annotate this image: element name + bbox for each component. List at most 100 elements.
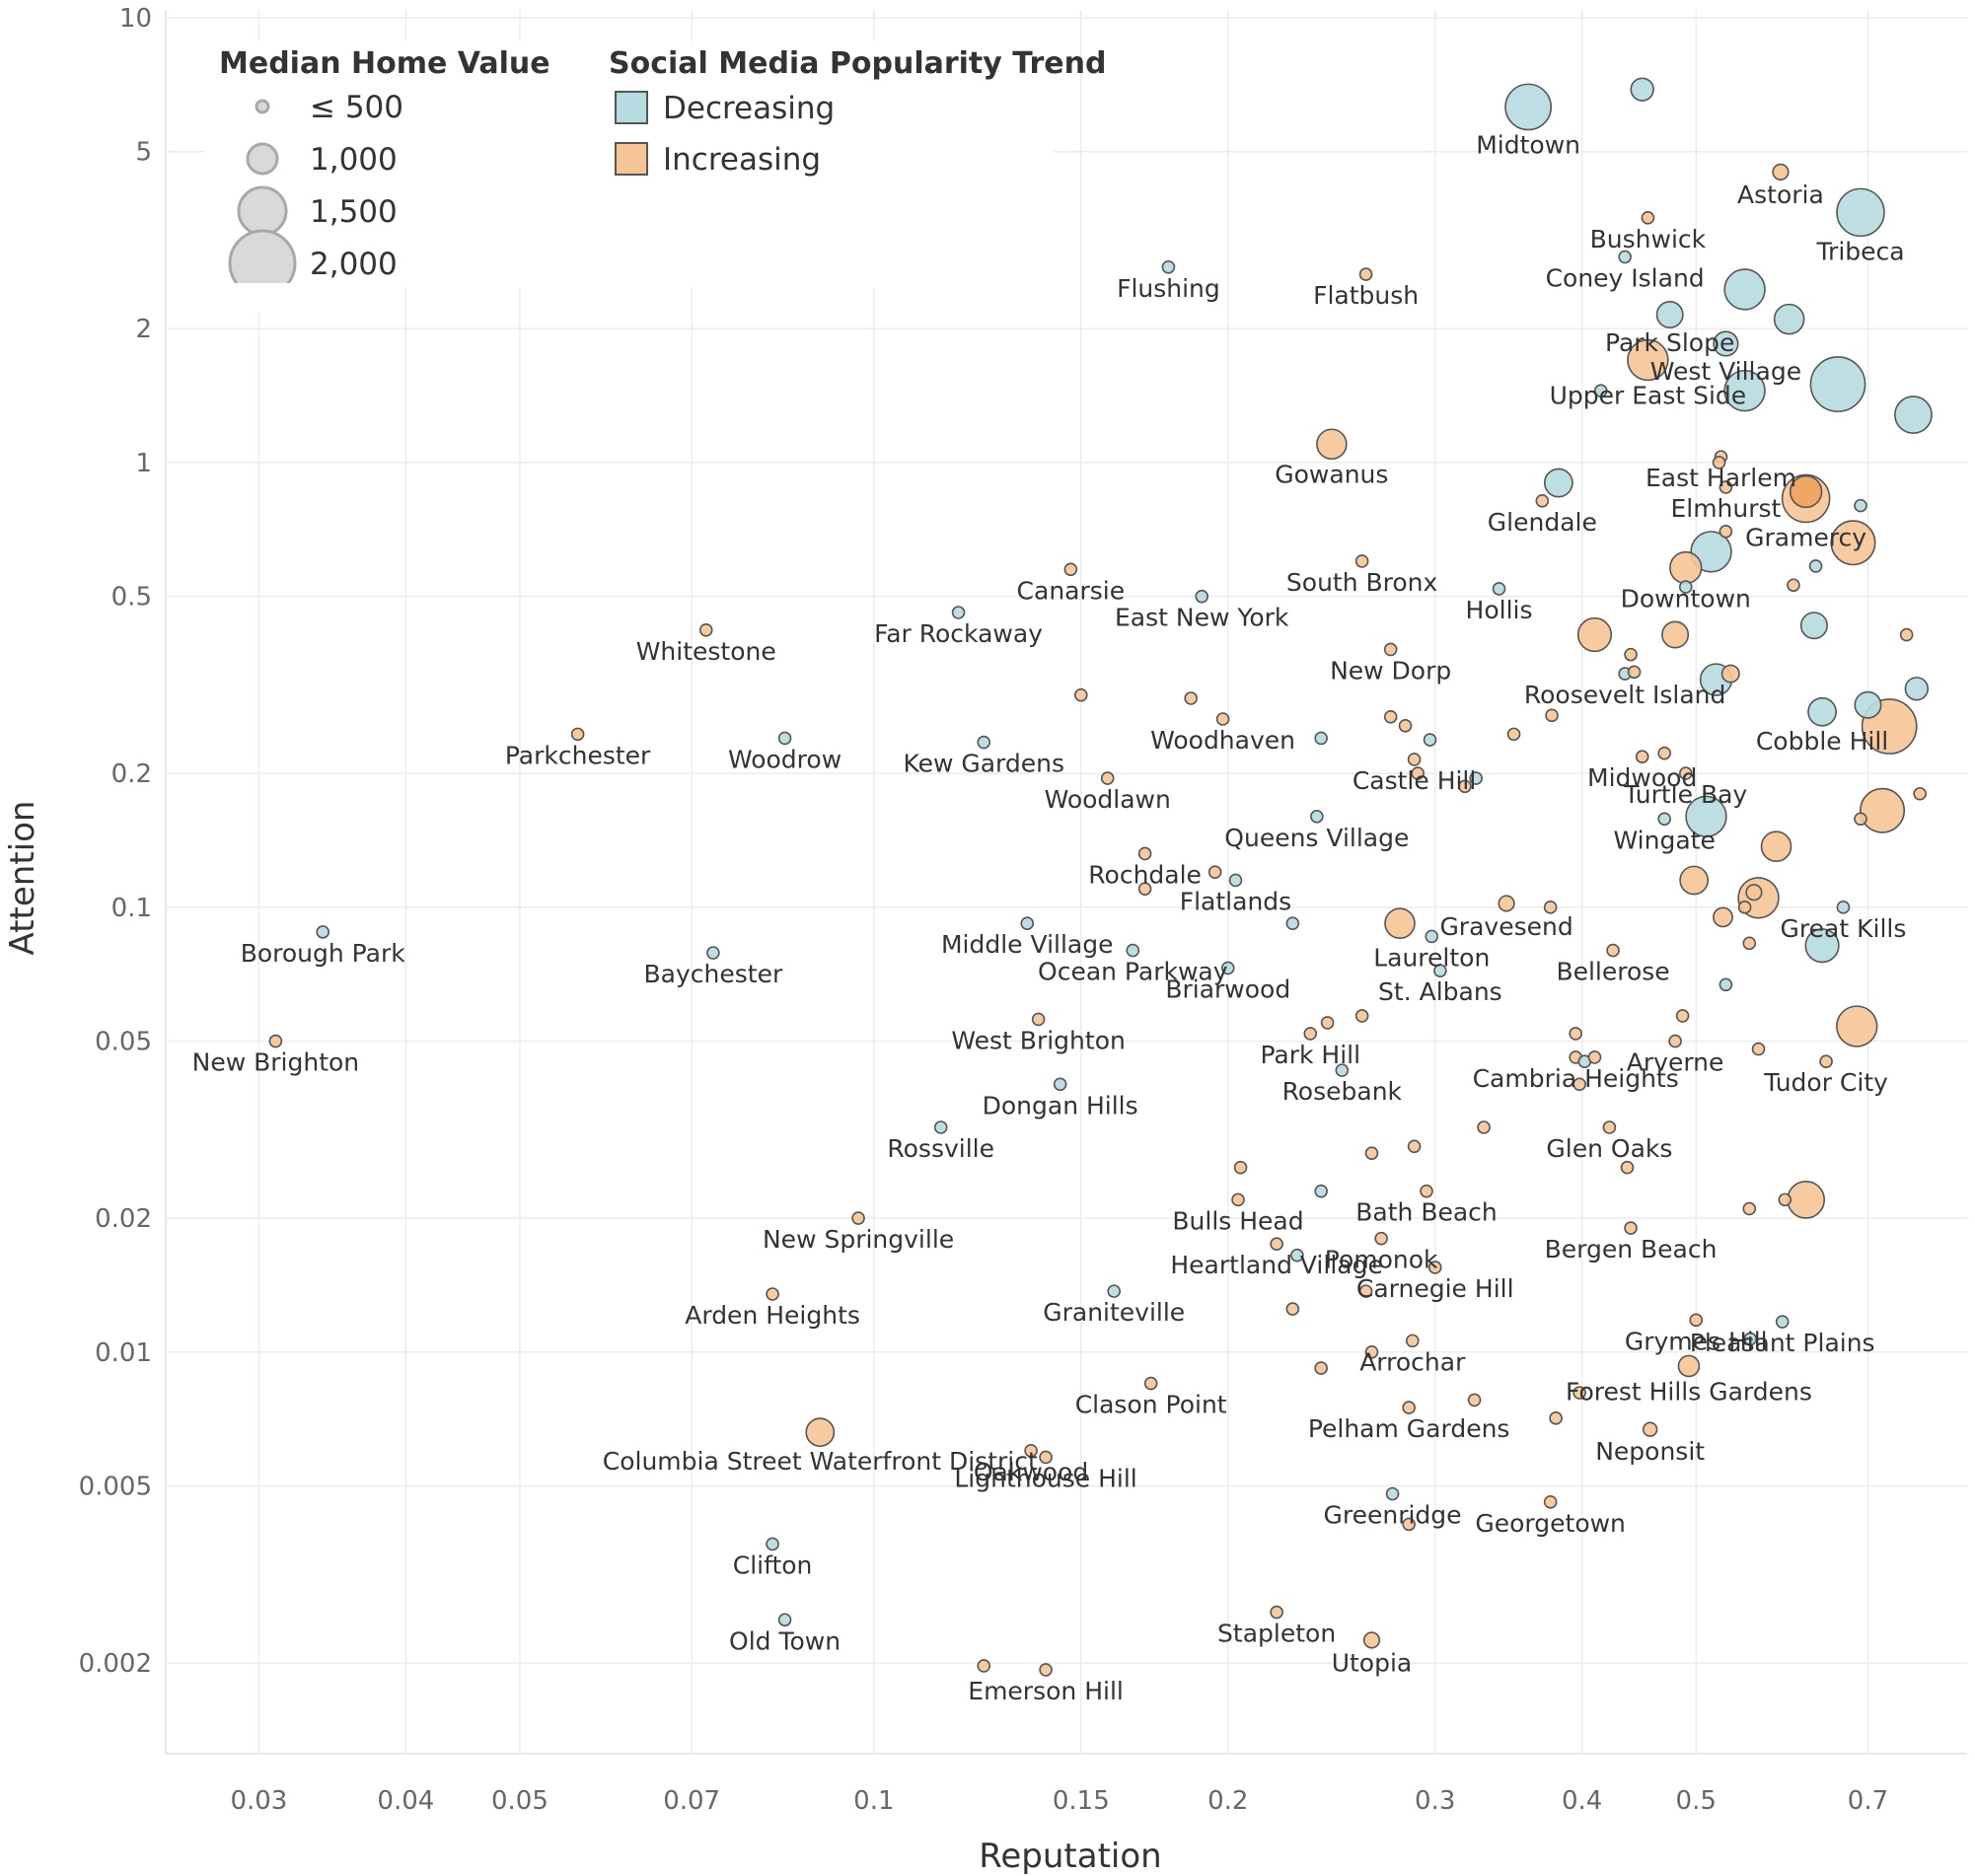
data-point bbox=[1723, 369, 1766, 412]
data-point bbox=[1679, 865, 1710, 896]
data-point bbox=[1549, 1411, 1563, 1425]
data-point bbox=[1713, 330, 1739, 357]
point-label: New Brighton bbox=[192, 1048, 360, 1077]
data-point bbox=[1427, 1261, 1442, 1274]
data-point bbox=[1655, 301, 1684, 329]
data-point bbox=[951, 606, 966, 619]
point-label: Downtown bbox=[1621, 585, 1751, 613]
data-point bbox=[1137, 882, 1152, 896]
data-point bbox=[1657, 746, 1671, 760]
point-label: Laurelton bbox=[1373, 943, 1490, 972]
data-point bbox=[1720, 664, 1740, 684]
x-tick-label: 0.15 bbox=[1053, 1786, 1110, 1816]
point-label: Rosebank bbox=[1282, 1077, 1403, 1106]
point-label: Flatlands bbox=[1180, 887, 1291, 915]
data-point bbox=[1620, 1160, 1635, 1175]
data-point bbox=[1624, 1221, 1638, 1235]
data-point bbox=[1020, 916, 1035, 930]
data-point bbox=[1039, 1663, 1053, 1677]
data-point bbox=[766, 1537, 779, 1551]
data-point bbox=[1587, 1050, 1602, 1064]
data-point bbox=[1830, 520, 1876, 566]
point-label: East Harlem bbox=[1646, 464, 1796, 492]
data-point bbox=[1593, 384, 1608, 397]
point-label: Oakwood bbox=[974, 1458, 1088, 1486]
data-point bbox=[1677, 1354, 1701, 1378]
point-label: Arverne bbox=[1627, 1048, 1724, 1077]
point-label: Parkchester bbox=[505, 741, 651, 769]
legend-size-label: ≤ 500 bbox=[310, 90, 403, 125]
point-label: Woodrow bbox=[728, 745, 841, 773]
data-point bbox=[1719, 977, 1733, 992]
axis-ticks: 0.03 0.04 0.05 0.07 0.1 0.15 0.2 0.3 0.4 0.5 0.70.… bbox=[79, 4, 1889, 1816]
data-point bbox=[1669, 550, 1703, 585]
data-point bbox=[1358, 267, 1373, 281]
data-point bbox=[1860, 787, 1906, 833]
data-point bbox=[1285, 1302, 1300, 1316]
data-point bbox=[1411, 766, 1425, 780]
data-point bbox=[1314, 1361, 1328, 1375]
point-label: Pleasant Plains bbox=[1690, 1329, 1875, 1357]
data-point bbox=[1787, 1180, 1826, 1219]
data-point bbox=[1723, 268, 1766, 311]
data-point bbox=[1836, 901, 1851, 914]
point-label: Park Slope bbox=[1605, 328, 1734, 357]
point-label: Grymes Hill bbox=[1625, 1327, 1768, 1355]
point-label: Queens Village bbox=[1224, 824, 1409, 852]
data-point bbox=[1657, 812, 1671, 827]
y-tick-label: 0.005 bbox=[79, 1473, 152, 1502]
data-point bbox=[1383, 709, 1398, 724]
legend-size-title: Median Home Value bbox=[219, 46, 550, 81]
point-label: Neponsit bbox=[1595, 1437, 1705, 1466]
point-label: Middle Village bbox=[941, 930, 1114, 959]
data-point bbox=[1543, 901, 1558, 914]
point-label: Baychester bbox=[644, 960, 783, 988]
point-label: Hollis bbox=[1466, 596, 1533, 624]
y-tick-label: 0.02 bbox=[95, 1204, 152, 1234]
data-point bbox=[1374, 1231, 1388, 1246]
data-point bbox=[1425, 929, 1439, 944]
point-label: Carnegie Hill bbox=[1356, 1274, 1514, 1303]
data-point bbox=[316, 925, 330, 939]
point-label: Georgetown bbox=[1475, 1509, 1626, 1538]
data-point bbox=[1543, 468, 1573, 498]
data-point bbox=[1107, 1284, 1122, 1298]
data-point bbox=[1913, 786, 1927, 801]
data-point bbox=[1641, 211, 1655, 225]
point-label: New Dorp bbox=[1330, 656, 1451, 685]
data-point bbox=[1854, 690, 1882, 719]
point-label: Ocean Parkway bbox=[1038, 958, 1228, 986]
data-point bbox=[1719, 524, 1733, 539]
x-tick-label: 0.1 bbox=[853, 1786, 894, 1816]
data-point bbox=[1290, 1248, 1304, 1263]
data-point bbox=[1402, 1517, 1416, 1532]
data-point bbox=[1285, 916, 1300, 930]
point-label: Briarwood bbox=[1165, 974, 1290, 1003]
data-point bbox=[933, 1120, 948, 1134]
legend-color-title: Social Media Popularity Trend bbox=[609, 46, 1106, 81]
data-point bbox=[1772, 163, 1790, 180]
point-label: South Bronx bbox=[1286, 568, 1437, 597]
point-label: Woodlawn bbox=[1045, 785, 1171, 814]
point-label: Canarsie bbox=[1017, 576, 1126, 605]
data-point bbox=[1854, 498, 1867, 513]
point-label: Gravesend bbox=[1439, 912, 1573, 941]
y-tick-label: 5 bbox=[135, 138, 152, 168]
legend-size-marker bbox=[237, 185, 288, 237]
data-point bbox=[1630, 77, 1654, 102]
data-point bbox=[1314, 1184, 1328, 1198]
data-point bbox=[1402, 1401, 1416, 1414]
y-tick-label: 2 bbox=[135, 315, 152, 344]
data-point bbox=[1778, 1192, 1792, 1207]
data-point bbox=[1719, 480, 1733, 494]
data-point bbox=[1220, 961, 1235, 975]
data-point bbox=[1760, 830, 1792, 862]
data-point bbox=[1407, 753, 1422, 766]
data-point bbox=[1423, 733, 1437, 747]
data-point bbox=[1675, 1009, 1690, 1023]
data-point bbox=[1535, 493, 1550, 508]
data-point bbox=[1836, 1005, 1878, 1047]
x-tick-label: 0.04 bbox=[377, 1786, 434, 1816]
point-label: Columbia Street Waterfront District bbox=[603, 1447, 1038, 1476]
data-point bbox=[1627, 338, 1669, 382]
